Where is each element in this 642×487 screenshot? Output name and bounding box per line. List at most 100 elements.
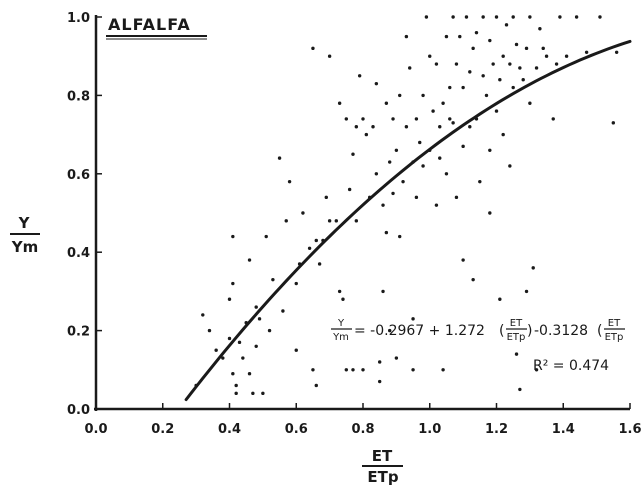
data-point	[284, 219, 288, 223]
data-point	[404, 125, 409, 129]
data-point	[521, 78, 525, 82]
data-point	[311, 46, 315, 51]
equation-open-paren-2: (	[597, 323, 602, 339]
y-tick-label: 0.0	[67, 403, 90, 418]
data-point	[227, 297, 232, 301]
equation-frac2-numerator: ET	[608, 318, 621, 329]
data-point	[454, 195, 459, 200]
equation-r-squared: R² = 0.474	[533, 358, 609, 374]
data-point	[434, 62, 439, 66]
equation-lhs-denominator: Ym	[332, 332, 349, 343]
data-point	[301, 211, 305, 215]
data-point	[314, 238, 318, 243]
x-tick-label: 0.4	[218, 422, 241, 437]
equation-frac2-denominator: ETp	[605, 332, 624, 343]
data-point	[351, 368, 355, 372]
data-point	[421, 93, 425, 98]
data-point	[464, 15, 469, 19]
data-point	[488, 211, 492, 215]
data-point	[611, 121, 616, 125]
data-point	[254, 344, 258, 348]
data-point	[221, 356, 225, 360]
data-point	[488, 148, 492, 152]
data-point	[534, 368, 539, 372]
data-point	[394, 148, 399, 152]
y-axis-label-denominator: Ym	[11, 238, 39, 256]
y-axis-label-numerator: Y	[18, 214, 31, 232]
data-point	[501, 132, 505, 137]
data-point	[374, 81, 379, 86]
y-tick-label: 0.4	[67, 246, 90, 261]
data-point	[361, 117, 365, 121]
x-tick-label: 1.2	[485, 422, 508, 437]
data-point	[327, 219, 332, 223]
x-tick-label: 0.0	[84, 422, 107, 437]
data-point	[324, 195, 328, 200]
data-point	[398, 234, 402, 239]
data-point	[394, 356, 399, 360]
data-point	[287, 179, 292, 184]
data-point	[538, 27, 542, 31]
data-point	[514, 352, 519, 356]
data-point	[524, 289, 529, 294]
data-point	[584, 50, 589, 54]
data-point	[554, 62, 559, 66]
data-point	[408, 66, 412, 70]
data-point	[354, 219, 359, 223]
data-point	[388, 328, 392, 333]
data-point	[448, 85, 452, 90]
data-point	[277, 156, 282, 160]
chart-title: ALFALFA	[108, 15, 191, 34]
data-point	[488, 38, 492, 43]
data-point	[384, 230, 389, 235]
data-point	[398, 93, 402, 98]
data-point	[468, 70, 472, 74]
data-point	[438, 125, 442, 129]
data-point	[514, 42, 519, 47]
data-point	[237, 340, 242, 345]
data-point	[501, 54, 505, 58]
data-point	[347, 187, 352, 192]
data-point	[381, 289, 385, 294]
axes	[94, 15, 630, 411]
data-point	[528, 15, 532, 19]
data-point	[401, 179, 405, 184]
data-point	[564, 54, 569, 58]
data-point	[434, 203, 439, 207]
data-point	[354, 125, 359, 129]
data-points	[194, 15, 619, 396]
equation-open-paren: (	[499, 323, 504, 339]
data-point	[327, 54, 332, 58]
data-point	[474, 30, 479, 35]
data-point	[451, 15, 455, 19]
data-point	[377, 360, 382, 364]
y-tick-label: 0.2	[67, 325, 90, 340]
data-point	[254, 305, 258, 309]
data-point	[231, 372, 235, 376]
x-tick-label: 1.4	[552, 422, 575, 437]
regression-curve	[184, 39, 632, 402]
data-point	[337, 289, 342, 294]
data-point	[508, 164, 512, 168]
regression-equation: Y Ym = -0.2967 + 1.272 ( ET ETp ) -0.312…	[331, 318, 625, 374]
data-point	[481, 15, 485, 19]
data-point	[234, 383, 238, 388]
data-point	[377, 379, 382, 384]
data-point	[494, 109, 499, 113]
data-point	[247, 372, 252, 376]
data-point	[267, 328, 272, 333]
data-point	[374, 172, 379, 176]
data-point	[334, 219, 338, 223]
data-point	[541, 46, 545, 51]
data-point	[478, 179, 482, 184]
y-tick-label: 0.8	[67, 89, 90, 104]
data-point	[574, 15, 579, 19]
data-point	[227, 336, 232, 341]
data-point	[361, 368, 365, 372]
data-point	[461, 85, 465, 90]
data-point	[491, 62, 495, 66]
data-point	[504, 23, 509, 27]
x-tick-label: 1.0	[418, 422, 441, 437]
data-point	[241, 356, 245, 360]
